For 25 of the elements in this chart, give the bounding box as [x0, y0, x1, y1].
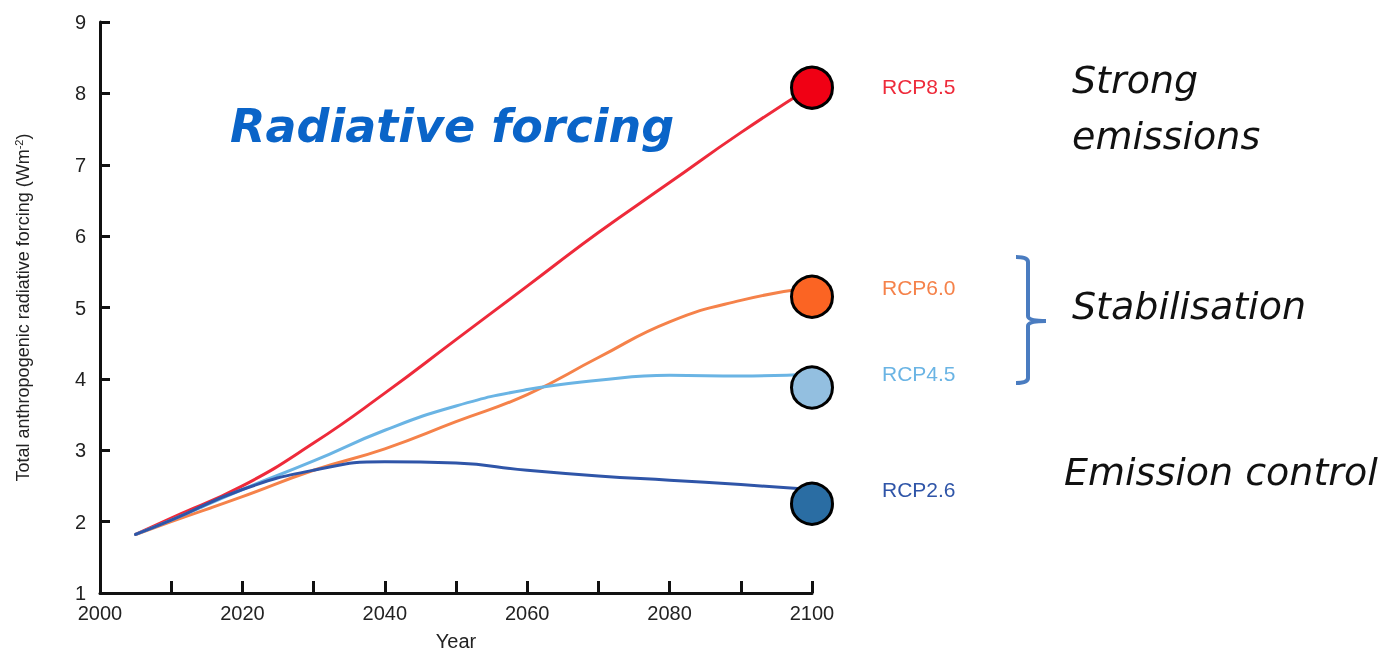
x-axis-title: Year — [435, 630, 477, 652]
y-tick-label: 8 — [74, 82, 86, 105]
y-tick-label: 1 — [74, 582, 86, 604]
y-tick-label: 4 — [74, 367, 86, 390]
y-axis-title: Total anthropogenic radiative forcing (Wm-2) — [12, 133, 33, 482]
text: Radiative forcing — [230, 99, 675, 153]
y-tick-label: 6 — [74, 225, 86, 248]
x-tick-label: 2080 — [647, 602, 692, 624]
y-tick-label: 7 — [74, 153, 86, 176]
x-tick-label: 2000 — [77, 602, 123, 624]
y-tick-label: 9 — [74, 11, 86, 33]
text: Emission control — [1064, 450, 1379, 494]
text: RCP6.0 — [882, 276, 956, 300]
text: RCP4.5 — [882, 362, 956, 386]
y-tick-label: 5 — [74, 296, 86, 319]
text: RCP2.6 — [882, 478, 956, 502]
text: Stabilisation — [1072, 284, 1306, 328]
text: Strong emissions — [1072, 58, 1261, 158]
x-tick-label: 2040 — [362, 602, 408, 624]
text: RCP8.5 — [882, 74, 956, 98]
x-tick-label: 2020 — [220, 602, 265, 624]
x-tick-label: 2100 — [789, 602, 835, 624]
y-tick-label: 3 — [74, 439, 86, 462]
x-tick-label: 2060 — [504, 602, 550, 624]
y-tick-label: 2 — [74, 510, 86, 533]
